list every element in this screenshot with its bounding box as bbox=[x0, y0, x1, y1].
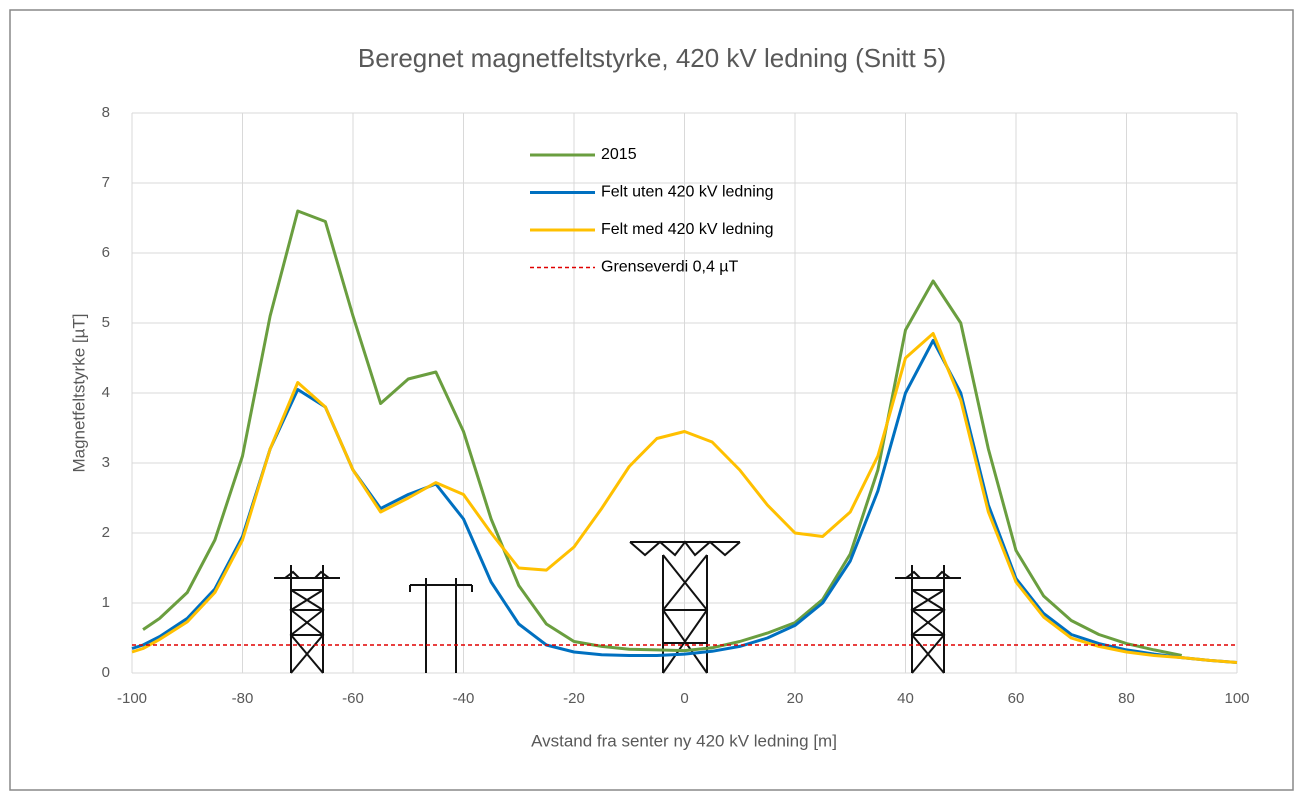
y-tick-label: 4 bbox=[102, 384, 110, 401]
x-tick-label: -80 bbox=[232, 690, 254, 707]
x-tick-label: 0 bbox=[680, 690, 688, 707]
y-tick-label: 2 bbox=[102, 524, 110, 541]
legend-label: Grenseverdi 0,4 µT bbox=[601, 259, 739, 276]
legend-label: Felt uten 420 kV ledning bbox=[601, 184, 774, 201]
x-tick-label: -40 bbox=[453, 690, 475, 707]
y-tick-label: 1 bbox=[102, 594, 110, 611]
series-line bbox=[142, 209, 1183, 657]
legend-label: 2015 bbox=[601, 146, 637, 163]
y-tick-label: 0 bbox=[102, 664, 110, 681]
chart-frame bbox=[9, 9, 1294, 791]
series-line bbox=[131, 332, 1238, 664]
y-tick-label: 7 bbox=[102, 174, 110, 191]
y-tick-label: 5 bbox=[102, 314, 110, 331]
x-tick-label: 60 bbox=[1008, 690, 1025, 707]
y-tick-label: 8 bbox=[102, 104, 110, 121]
y-tick-label: 6 bbox=[102, 244, 110, 261]
x-tick-label: -20 bbox=[563, 690, 585, 707]
x-tick-label: -60 bbox=[342, 690, 364, 707]
chart-title: Beregnet magnetfeltstyrke, 420 kV lednin… bbox=[358, 43, 946, 73]
x-tick-label: 100 bbox=[1224, 690, 1249, 707]
series-line bbox=[131, 339, 1238, 664]
x-tick-label: 40 bbox=[897, 690, 914, 707]
x-axis-label: Avstand fra senter ny 420 kV ledning [m] bbox=[531, 731, 837, 750]
y-axis-label: Magnetfeltstyrke [µT] bbox=[69, 313, 88, 472]
y-tick-label: 3 bbox=[102, 454, 110, 471]
x-tick-label: 80 bbox=[1118, 690, 1135, 707]
x-tick-label: 20 bbox=[787, 690, 804, 707]
x-tick-label: -100 bbox=[117, 690, 147, 707]
tower-icons bbox=[274, 540, 961, 674]
legend-label: Felt med 420 kV ledning bbox=[601, 221, 774, 238]
